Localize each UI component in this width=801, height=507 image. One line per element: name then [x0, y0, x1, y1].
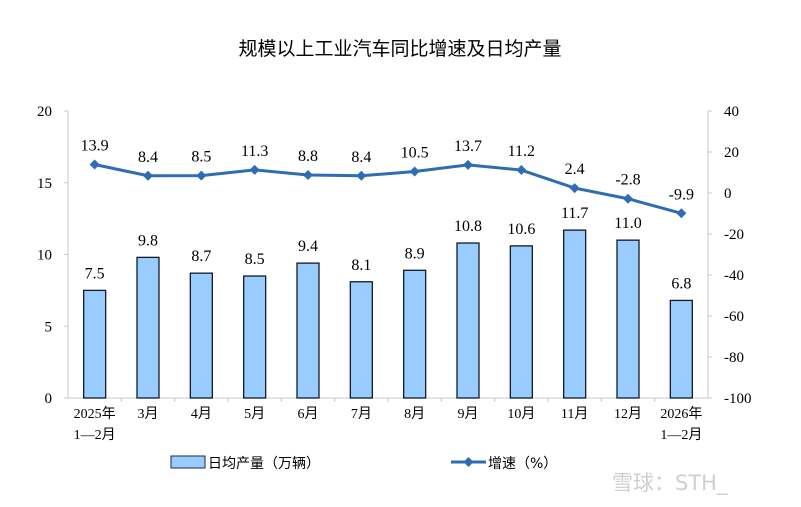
- bar-data-label: 10.6: [507, 221, 535, 238]
- left-tick-label: 5: [45, 319, 53, 335]
- x-tick-label: 2026年: [660, 406, 702, 422]
- x-tick-label: 1—2月: [660, 427, 702, 443]
- line-marker: [249, 164, 260, 175]
- right-tick-label: -80: [724, 350, 744, 366]
- x-tick-label: 2025年: [74, 406, 116, 422]
- bar: [296, 262, 320, 399]
- bar: [616, 239, 640, 399]
- chart-title: 规模以上工业汽车同比增速及日均产量: [238, 38, 561, 60]
- watermark: 雪球：STH_: [612, 471, 728, 496]
- line-marker: [569, 183, 580, 194]
- x-tick-label: 3月: [138, 406, 159, 422]
- right-tick-label: -100: [724, 391, 752, 407]
- x-tick-label: 9月: [458, 406, 479, 422]
- legend-line-marker: [463, 457, 474, 467]
- bar-data-label: 8.9: [405, 245, 425, 262]
- x-tick-label: 4月: [191, 406, 212, 422]
- line-data-label: -9.9: [669, 186, 694, 203]
- bar-data-label: 7.5: [85, 265, 105, 282]
- legend: 日均产量（万辆） 增速（%）: [170, 455, 557, 472]
- legend-line-label: 增速（%）: [488, 456, 557, 472]
- x-tick-label: 11月: [561, 406, 588, 422]
- left-tick-label: 10: [37, 248, 52, 264]
- line-data-label: 8.4: [351, 149, 371, 166]
- line-data-label: 10.5: [401, 144, 429, 161]
- line-data-label: 13.7: [454, 138, 482, 155]
- bar-data-label: 11.7: [561, 205, 588, 222]
- bar: [669, 299, 693, 399]
- left-tick-label: 15: [37, 176, 52, 192]
- bar: [456, 242, 480, 399]
- bar: [349, 281, 373, 399]
- bar: [136, 256, 160, 399]
- bar-data-label: 8.5: [245, 251, 265, 268]
- x-tick-label: 10月: [507, 406, 535, 422]
- line-marker: [623, 193, 633, 204]
- bar: [243, 275, 267, 399]
- bar-data-label: 8.1: [351, 257, 371, 274]
- left-tick-label: 0: [45, 391, 53, 407]
- right-tick-label: -40: [724, 268, 744, 284]
- right-tick-label: 40: [724, 104, 739, 120]
- bar-data-label: 9.4: [298, 238, 318, 255]
- right-tick-label: 20: [724, 145, 739, 161]
- line-marker: [89, 159, 100, 170]
- line-data-label: 11.3: [241, 143, 268, 160]
- bar-data-label: 11.0: [614, 215, 641, 232]
- line-marker: [196, 170, 207, 181]
- right-tick-label: 0: [724, 186, 732, 202]
- legend-bar-label: 日均产量（万辆）: [208, 456, 320, 472]
- line-marker: [463, 159, 473, 170]
- bar: [509, 245, 533, 399]
- line-marker: [356, 170, 367, 181]
- x-tick-label: 5月: [244, 406, 265, 422]
- line-marker: [143, 170, 153, 181]
- growth-line: [94, 163, 682, 215]
- line-data-label: -2.8: [615, 172, 640, 189]
- line-marker: [676, 208, 687, 219]
- line-data-label: 8.8: [298, 148, 318, 165]
- right-tick-label: -60: [724, 309, 744, 325]
- x-tick-label: 12月: [614, 406, 642, 422]
- line-marker: [409, 166, 420, 177]
- bar-data-label: 9.8: [138, 232, 158, 249]
- legend-bar-swatch: [170, 455, 206, 469]
- line-marker: [516, 165, 527, 176]
- line-data-label: 2.4: [565, 161, 585, 178]
- bar: [563, 229, 587, 399]
- bar: [189, 272, 213, 399]
- right-tick-label: -20: [724, 227, 744, 243]
- line-data-label: 11.2: [508, 143, 535, 160]
- bar-data-label: 10.8: [454, 218, 482, 235]
- bar: [403, 269, 427, 399]
- left-tick-label: 20: [37, 104, 52, 120]
- line-data-label: 8.4: [138, 149, 158, 166]
- x-tick-label: 6月: [298, 406, 319, 422]
- line-marker: [303, 169, 313, 180]
- bar-data-label: 8.7: [191, 248, 211, 265]
- line-data-label: 13.9: [81, 138, 109, 155]
- line-data-label: 8.5: [191, 149, 211, 166]
- x-tick-label: 1—2月: [74, 427, 116, 443]
- bar-data-label: 6.8: [671, 275, 691, 292]
- x-tick-label: 8月: [404, 406, 425, 422]
- bar: [83, 289, 107, 399]
- x-tick-label: 7月: [351, 406, 372, 422]
